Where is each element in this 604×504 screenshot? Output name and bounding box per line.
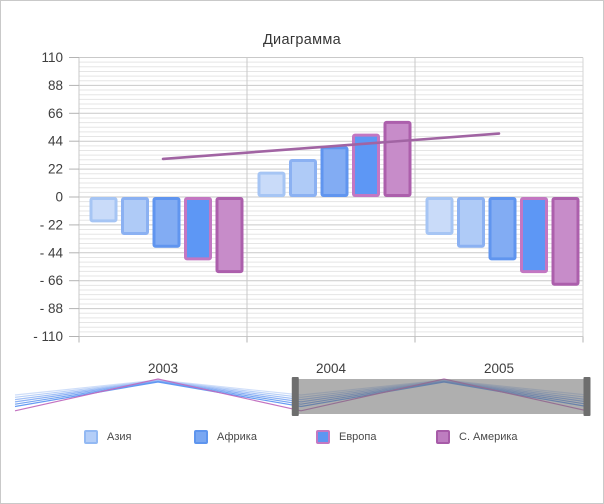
bar-2004-series1[interactable] xyxy=(257,171,286,198)
bar-2005-series1[interactable] xyxy=(425,197,454,236)
bar-2003-series3[interactable] xyxy=(152,197,181,248)
x-axis-label-2005: 2005 xyxy=(484,361,514,376)
bar-2005-series3[interactable] xyxy=(488,197,517,261)
x-axis-label-2004: 2004 xyxy=(316,361,347,376)
legend-label-asia: Азия xyxy=(107,431,132,443)
x-axis-labels: 2003 2004 2005 xyxy=(148,361,514,376)
datazoom-left-handle[interactable] xyxy=(291,377,299,416)
trend-line[interactable] xyxy=(161,132,501,161)
legend-swatch-n-america xyxy=(436,430,450,444)
bar-2003-series1[interactable] xyxy=(89,197,118,223)
bar-2005-series4[interactable] xyxy=(520,197,548,274)
y-tick-label: - 110 xyxy=(33,329,63,344)
bar-2003-series5[interactable] xyxy=(215,197,244,274)
legend-swatch-europe xyxy=(316,430,330,444)
y-tick-label: 0 xyxy=(55,190,63,205)
y-tick-label: - 66 xyxy=(40,273,63,288)
chart-title: Диаграмма xyxy=(262,32,342,48)
axis-ticks xyxy=(69,57,584,343)
y-tick-label: - 22 xyxy=(40,217,63,232)
bar-2005-series5[interactable] xyxy=(551,197,580,286)
legend-label-africa: Африка xyxy=(217,431,257,443)
bar-2004-series3[interactable] xyxy=(320,146,349,197)
legend-label-n-america: С. Америка xyxy=(459,431,518,443)
y-tick-label: 110 xyxy=(41,50,63,65)
legend-label-europe: Европа xyxy=(339,431,377,443)
bar-2003-series2[interactable] xyxy=(121,197,149,236)
y-tick-label: - 88 xyxy=(40,301,63,316)
chart-legend: Азия Африка Европа С. Америка xyxy=(1,429,603,447)
datazoom-slider xyxy=(14,377,591,416)
legend-swatch-africa xyxy=(194,430,208,444)
y-tick-label: 88 xyxy=(48,78,63,93)
bar-2005-series2[interactable] xyxy=(457,197,485,248)
y-tick-label: 66 xyxy=(48,106,63,121)
datazoom-right-handle[interactable] xyxy=(583,377,591,416)
y-tick-label: 44 xyxy=(48,134,64,149)
legend-item-europe[interactable]: Европа xyxy=(316,429,377,445)
bar-2004-series5[interactable] xyxy=(383,120,412,197)
datazoom-window[interactable] xyxy=(295,379,587,414)
x-axis-label-2003: 2003 xyxy=(148,361,178,376)
y-tick-label: - 44 xyxy=(40,245,64,260)
legend-swatch-asia xyxy=(84,430,98,444)
legend-item-africa[interactable]: Африка xyxy=(194,429,257,445)
bar-2004-series2[interactable] xyxy=(289,158,317,197)
legend-item-asia[interactable]: Азия xyxy=(84,429,131,445)
bar-2003-series4[interactable] xyxy=(184,197,212,261)
y-axis-labels: 110 88 66 44 22 0 - 22 - 44 - 66 - 88 - 110 xyxy=(33,50,63,344)
y-tick-label: 22 xyxy=(48,162,63,177)
legend-item-n-america[interactable]: С. Америка xyxy=(436,429,518,445)
bar-2004-series4[interactable] xyxy=(352,133,380,198)
